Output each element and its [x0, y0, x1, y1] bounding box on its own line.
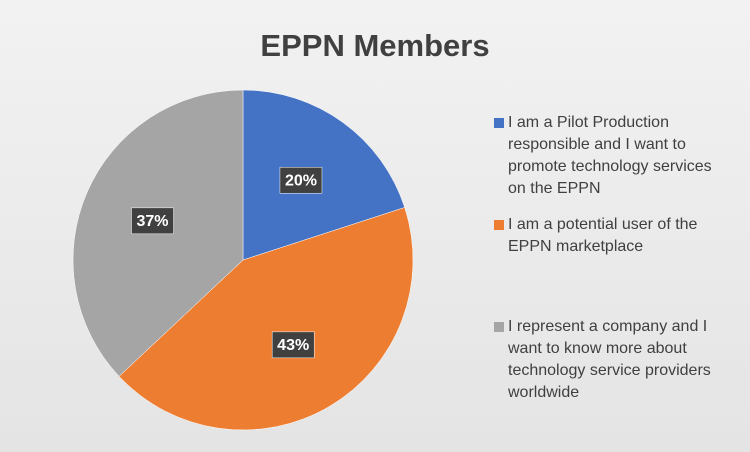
data-label: 20%: [279, 166, 323, 194]
legend-marker: [494, 322, 504, 332]
data-label-box: [271, 331, 315, 359]
legend-marker: [494, 220, 504, 230]
legend-text: I represent a company and I want to know…: [508, 318, 711, 401]
data-label: 37%: [131, 207, 174, 235]
legend-marker: [494, 118, 504, 128]
data-label: 43%: [271, 331, 315, 359]
legend: I am a Pilot Production responsible and …: [492, 112, 732, 418]
legend-text: I am a potential user of the EPPN market…: [508, 216, 698, 255]
pie-slice: [242, 89, 405, 261]
legend-item: I am a Pilot Production responsible and …: [492, 112, 732, 214]
legend-item: I represent a company and I want to know…: [492, 316, 732, 418]
chart-title: EPPN Members: [260, 28, 489, 63]
legend-item: I am a potential user of the EPPN market…: [492, 214, 732, 316]
pie-slice: [118, 207, 414, 431]
data-label-box: [279, 166, 323, 194]
data-label-text: 20%: [285, 172, 317, 189]
data-label-text: 37%: [136, 213, 168, 230]
legend-text: I am a Pilot Production responsible and …: [508, 114, 712, 197]
data-label-text: 43%: [277, 337, 309, 354]
data-label-box: [131, 207, 174, 235]
